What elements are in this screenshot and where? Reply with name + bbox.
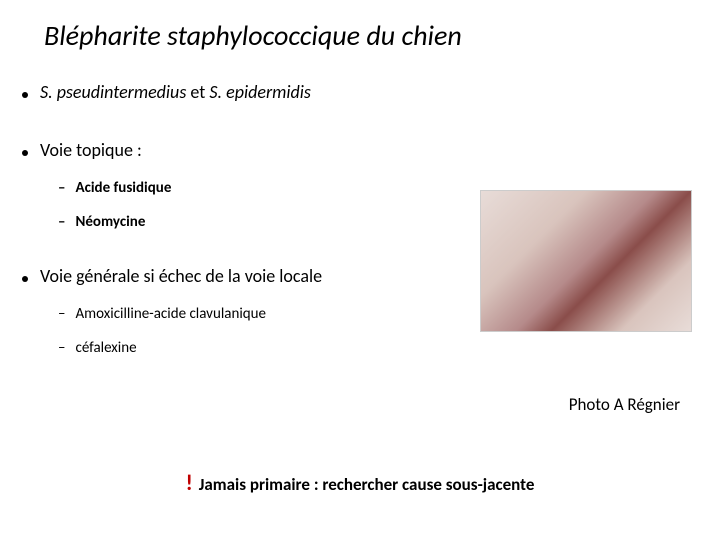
sub-bullet: – céfalexine <box>58 339 720 357</box>
sub-bullet-text: Acide fusidique <box>75 179 171 197</box>
bullet-text: S. pseudintermedius et S. epidermidis <box>40 81 311 103</box>
sub-bullet-text: Néomycine <box>75 213 145 231</box>
bullet-dot-icon <box>22 150 28 156</box>
exclamation-icon: ! <box>186 469 193 496</box>
species-mid: et <box>186 81 209 103</box>
sub-bullet-text: Amoxicilline-acide clavulanique <box>75 305 266 323</box>
species-2: S. epidermidis <box>209 81 311 103</box>
bullet-topical: Voie topique : <box>22 139 720 161</box>
slide: Blépharite staphylococcique du chien S. … <box>0 0 720 540</box>
dash-icon: – <box>58 305 65 323</box>
bullet-text: Voie générale si échec de la voie locale <box>40 265 322 287</box>
bullet-text: Voie topique : <box>40 139 142 161</box>
bullet-species: S. pseudintermedius et S. epidermidis <box>22 81 720 103</box>
species-1: S. pseudintermedius <box>40 81 186 103</box>
bullet-dot-icon <box>22 92 28 98</box>
warning-text: Jamais primaire : rechercher cause sous-… <box>199 474 535 495</box>
warning-line: ! Jamais primaire : rechercher cause sous… <box>0 469 720 496</box>
sub-bullet-text: céfalexine <box>75 339 136 357</box>
clinical-photo <box>480 190 692 332</box>
dash-icon: – <box>58 339 65 357</box>
bullet-dot-icon <box>22 276 28 282</box>
photo-credit: Photo A Régnier <box>569 394 680 415</box>
slide-title: Blépharite staphylococcique du chien <box>0 18 720 53</box>
dash-icon: – <box>58 213 65 231</box>
dash-icon: – <box>58 179 65 197</box>
